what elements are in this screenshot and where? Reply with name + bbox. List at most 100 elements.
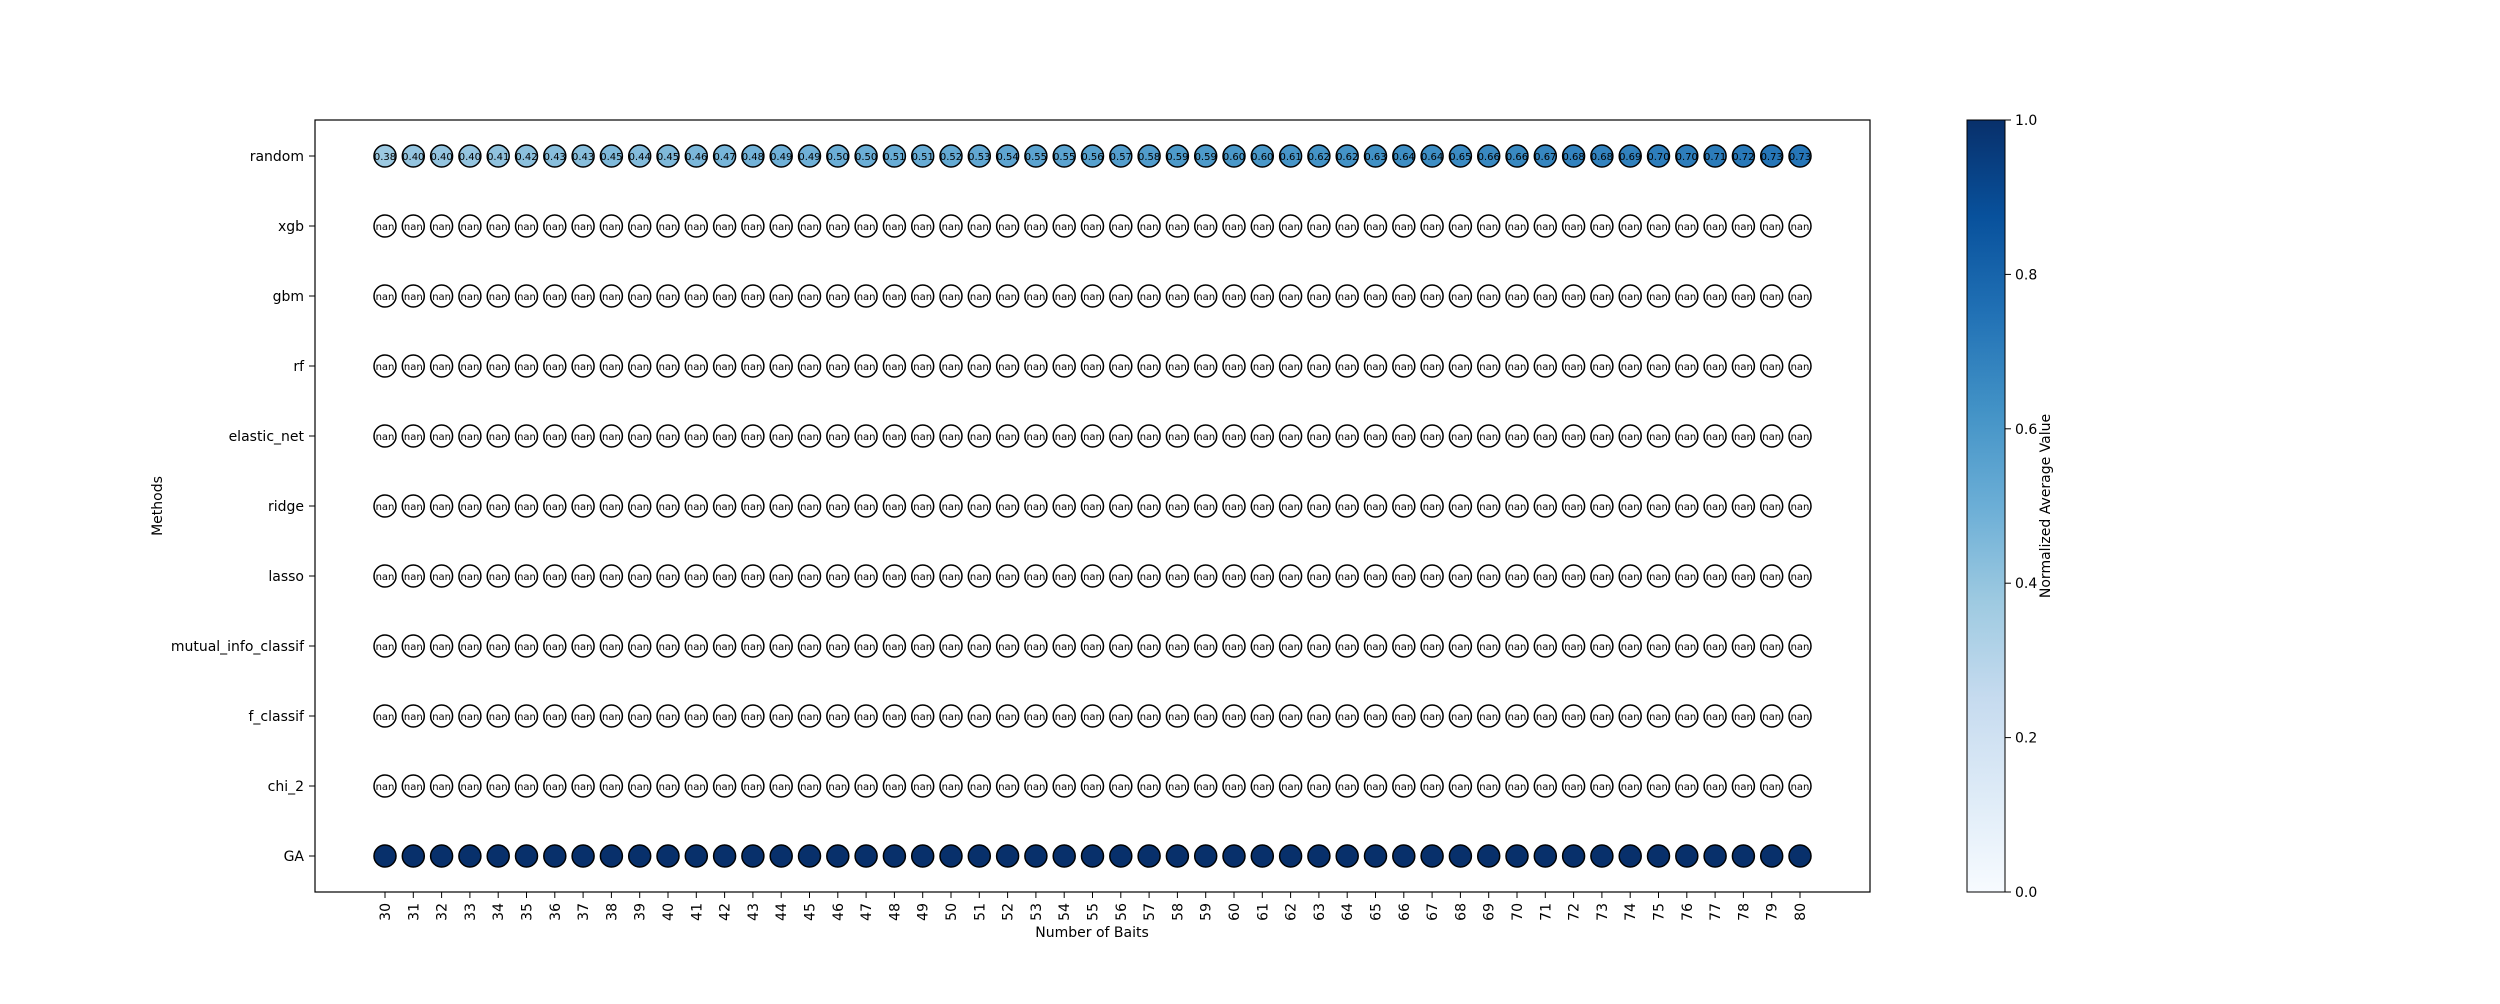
point-label: nan (1338, 642, 1357, 653)
point-label: nan (1338, 782, 1357, 793)
point-chi_2-31 (401, 774, 426, 798)
point-mutual_info_classif-57 (1137, 634, 1161, 658)
point-f_classif-75 (1646, 704, 1671, 728)
point-label: nan (1564, 222, 1583, 233)
point-elastic_net-70 (1505, 424, 1529, 448)
point-label: nan (1649, 292, 1668, 303)
point-random-53 (1024, 144, 1048, 168)
point-label: nan (772, 782, 791, 793)
point-mutual_info_classif-44 (769, 634, 793, 658)
point-lasso-42 (712, 564, 737, 588)
point-label: nan (743, 502, 762, 513)
point-elastic_net-39 (627, 424, 652, 448)
point-label: nan (1281, 642, 1300, 653)
point-xgb-49 (910, 214, 935, 238)
point-label: nan (1055, 292, 1074, 303)
point-chi_2-44 (769, 774, 793, 798)
point-gbm-71 (1533, 284, 1558, 308)
point-xgb-77 (1703, 214, 1727, 238)
point-label: nan (1140, 782, 1159, 793)
point-lasso-37 (571, 564, 595, 588)
point-label: nan (1366, 502, 1385, 513)
point-label: 0.46 (685, 152, 707, 163)
point-label: nan (460, 292, 479, 303)
point-label: 0.72 (1732, 152, 1754, 163)
point-label: nan (1451, 572, 1470, 583)
point-lasso-62 (1278, 564, 1303, 588)
point-f_classif-33 (458, 704, 482, 728)
series-mutual_info_classif: nan nan nan nan nan nan nan nan nan nan nan nan nan n… (373, 634, 1812, 658)
point-chi_2-63 (1307, 774, 1331, 798)
point-label: nan (885, 712, 904, 723)
point-elastic_net-74 (1618, 424, 1642, 448)
point-rf-64 (1335, 354, 1359, 378)
point-label: nan (489, 642, 508, 653)
point-label: nan (517, 782, 536, 793)
point-label: nan (687, 432, 706, 443)
point-label: nan (1791, 362, 1810, 373)
point-label: nan (489, 782, 508, 793)
point-label: nan (687, 782, 706, 793)
point-label: nan (1423, 502, 1442, 513)
point-label: nan (1026, 572, 1045, 583)
point-random-62 (1278, 144, 1303, 168)
point-label: nan (517, 712, 536, 723)
point-mutual_info_classif-54 (1052, 634, 1076, 658)
point-f_classif-66 (1392, 704, 1416, 728)
point-lasso-70 (1505, 564, 1529, 588)
point-label: nan (1338, 292, 1357, 303)
point-mutual_info_classif-58 (1165, 634, 1190, 658)
point-elastic_net-52 (995, 424, 1020, 448)
point-xgb-30 (373, 214, 397, 238)
point-ridge-54 (1052, 494, 1076, 518)
point-random-74 (1618, 144, 1642, 168)
point-lasso-44 (769, 564, 793, 588)
point-xgb-47 (854, 214, 878, 238)
point-label: nan (1281, 572, 1300, 583)
point-GA-44 (769, 844, 793, 868)
point-label: nan (857, 432, 876, 443)
point-label: nan (885, 642, 904, 653)
x-axis-label: Number of Baits (1035, 925, 1149, 941)
point-label: nan (574, 712, 593, 723)
point-label: nan (1508, 642, 1527, 653)
point-label: nan (1592, 222, 1611, 233)
point-label: nan (1309, 292, 1328, 303)
point-xgb-68 (1448, 214, 1473, 238)
point-label: nan (1592, 712, 1611, 723)
point-lasso-59 (1193, 564, 1218, 588)
point-label: nan (1309, 222, 1328, 233)
point-mutual_info_classif-74 (1618, 634, 1642, 658)
point-rf-69 (1476, 354, 1501, 378)
point-elastic_net-48 (882, 424, 907, 448)
point-f_classif-36 (543, 704, 567, 728)
point-xgb-59 (1193, 214, 1218, 238)
point-label: nan (1055, 432, 1074, 443)
x-tick-label: 58 (1170, 903, 1186, 921)
point-label: nan (1281, 782, 1300, 793)
point-xgb-58 (1165, 214, 1190, 238)
point-label: nan (1592, 572, 1611, 583)
point-label: nan (1451, 222, 1470, 233)
point-xgb-57 (1137, 214, 1161, 238)
point-gbm-49 (910, 284, 935, 308)
point-chi_2-68 (1448, 774, 1473, 798)
point-label: nan (545, 362, 564, 373)
point-xgb-74 (1618, 214, 1642, 238)
point-label: nan (1479, 782, 1498, 793)
point-label: nan (1366, 782, 1385, 793)
point-f_classif-67 (1420, 704, 1444, 728)
point-elastic_net-37 (571, 424, 595, 448)
point-label: nan (942, 572, 961, 583)
point-label: nan (828, 712, 847, 723)
point-label: nan (574, 362, 593, 373)
point-GA-78 (1731, 844, 1756, 868)
point-ridge-44 (769, 494, 793, 518)
point-random-38 (599, 144, 624, 168)
point-label: 0.47 (713, 152, 735, 163)
point-label: nan (1423, 642, 1442, 653)
point-random-36 (543, 144, 567, 168)
point-elastic_net-44 (769, 424, 793, 448)
x-axis-ticks: 30 31 32 33 34 35 36 37 38 39 40 41 42 43 44 45 46 47 48 49… (378, 892, 1809, 921)
point-label: nan (857, 642, 876, 653)
